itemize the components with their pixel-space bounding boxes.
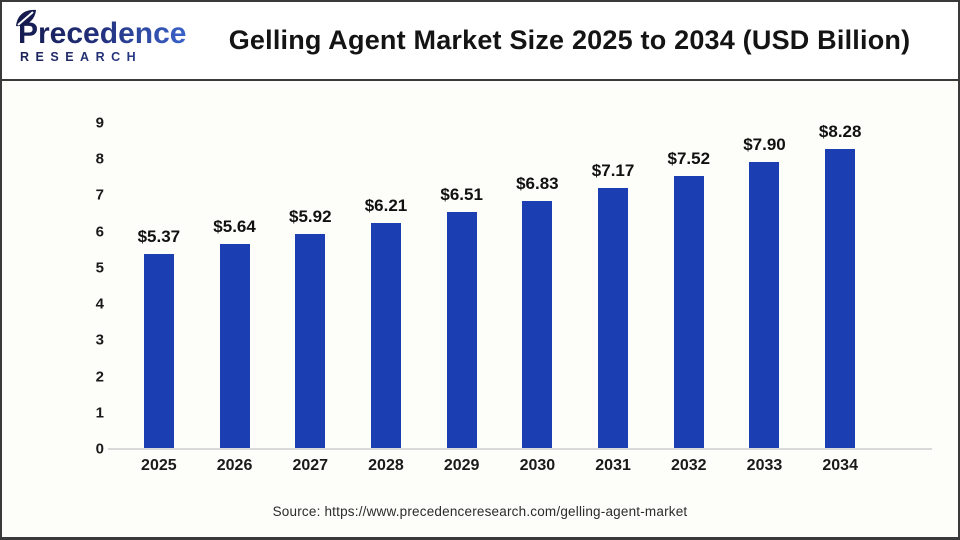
plot-area: $5.37 $5.64 $5.92 $6.21 $6.51 $6.83 $7.17 $7.52… xyxy=(121,122,878,448)
bar xyxy=(598,188,629,448)
x-axis-labels: 2025 2026 2027 2028 2029 2030 2031 2032 2033 2034 xyxy=(121,457,878,475)
y-axis-label: 2 xyxy=(95,368,104,386)
bar-column: $5.92 xyxy=(272,122,348,448)
bar-column: $8.28 xyxy=(802,122,878,448)
y-axis-label: 4 xyxy=(95,295,104,313)
bar-value-label: $6.51 xyxy=(440,185,483,205)
bar xyxy=(370,223,401,448)
bar xyxy=(219,243,250,448)
x-axis-line xyxy=(108,448,932,450)
x-axis-label: 2029 xyxy=(443,457,480,474)
bar xyxy=(749,161,780,448)
bar xyxy=(825,149,856,448)
y-axis-label: 9 xyxy=(95,114,104,132)
x-axis-label: 2033 xyxy=(746,457,783,474)
x-axis-label: 2027 xyxy=(292,457,329,474)
bar-value-label: $5.37 xyxy=(137,226,181,246)
brand-name: Precedence xyxy=(16,19,201,49)
bar-column: $6.21 xyxy=(348,122,424,448)
bar-column: $5.64 xyxy=(197,122,273,448)
x-axis-label: 2025 xyxy=(141,457,177,474)
x-axis-label: 2031 xyxy=(595,457,631,474)
brand-logo: Precedence RESEARCH xyxy=(16,10,201,64)
bar-value-label: $8.28 xyxy=(818,122,862,141)
y-axis-label: 7 xyxy=(95,186,104,204)
bar-column: $5.37 xyxy=(121,122,197,448)
bar xyxy=(143,253,174,448)
brand-subtitle: RESEARCH xyxy=(16,51,201,64)
bar-value-label: $5.92 xyxy=(288,206,332,226)
y-axis-label: 1 xyxy=(95,404,104,422)
source-text: Source: https://www.precedenceresearch.c… xyxy=(272,504,688,519)
bar-column: $7.52 xyxy=(651,122,727,448)
y-axis-label: 5 xyxy=(95,259,104,277)
bar-column: $6.51 xyxy=(424,122,500,448)
x-axis-label: 2026 xyxy=(216,457,253,474)
y-axis-label: 0 xyxy=(95,440,104,458)
x-axis-label: 2030 xyxy=(519,457,556,474)
bar-column: $6.83 xyxy=(500,122,576,448)
bar-chart: 0 1 2 3 4 5 6 7 8 9 $5.37 $5.64 $5.92 $6.21 $6.51 $6.8… xyxy=(2,81,958,537)
y-axis-label: 6 xyxy=(95,223,104,241)
x-axis-label: 2032 xyxy=(670,457,707,474)
header: Precedence RESEARCH Gelling Agent Market… xyxy=(2,2,958,81)
bar-value-label: $6.21 xyxy=(364,196,408,216)
bar-column: $7.90 xyxy=(727,122,803,448)
bar-value-label: $6.83 xyxy=(516,173,559,193)
bar-value-label: $7.52 xyxy=(667,148,711,168)
bar-value-label: $7.17 xyxy=(591,161,635,181)
y-axis-label: 8 xyxy=(95,150,104,168)
bar xyxy=(446,212,477,448)
x-axis-label: 2034 xyxy=(822,457,858,474)
bar xyxy=(295,233,326,448)
bar-value-label: $7.90 xyxy=(743,134,786,154)
bar-column: $7.17 xyxy=(575,122,651,448)
bar-value-label: $5.64 xyxy=(213,216,256,236)
bar xyxy=(673,175,704,448)
x-axis-label: 2028 xyxy=(368,457,404,474)
bar xyxy=(522,200,553,448)
page-title: Gelling Agent Market Size 2025 to 2034 (… xyxy=(228,25,911,55)
y-axis-label: 3 xyxy=(95,331,104,349)
